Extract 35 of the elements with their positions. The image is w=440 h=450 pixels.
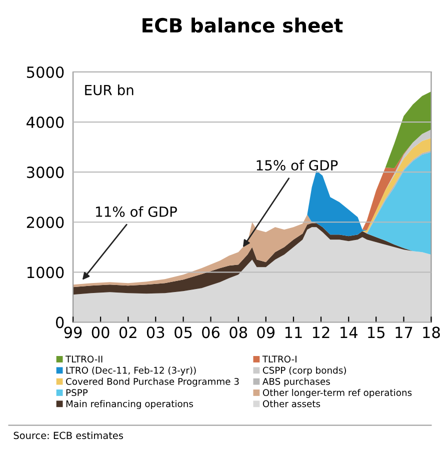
x-tick-label: 06 bbox=[202, 326, 220, 338]
y-tick-label: 3000 bbox=[26, 166, 64, 178]
legend-label: Other assets bbox=[262, 400, 320, 408]
x-tick-label: 14 bbox=[340, 326, 358, 338]
legend-label: Main refinancing operations bbox=[66, 400, 193, 409]
y-tick-label: 0 bbox=[56, 316, 64, 328]
x-tick-label: 08 bbox=[230, 326, 248, 338]
legend-label: Other longer-term ref operations bbox=[262, 388, 412, 398]
legend-label: PSPP bbox=[66, 389, 88, 396]
x-tick-label: 00 bbox=[92, 326, 110, 338]
annotation: 11% of GDP bbox=[96, 206, 177, 217]
legend-label: TLTRO-I bbox=[262, 356, 296, 363]
x-tick-label: 12 bbox=[312, 326, 330, 338]
y-axis-title: EUR bn bbox=[85, 84, 134, 96]
y-tick-label: 4000 bbox=[26, 116, 64, 128]
x-tick-label: 03 bbox=[146, 326, 164, 338]
legend-label: Covered Bond Purchase Programme 3 bbox=[66, 378, 239, 387]
x-tick-label: 18 bbox=[423, 326, 440, 338]
x-tick-label: 99 bbox=[64, 326, 82, 338]
chart-title: ECB balance sheet bbox=[142, 18, 343, 33]
x-tick-label: 05 bbox=[174, 326, 192, 338]
legend-label: ABS purchases bbox=[262, 378, 330, 387]
x-tick-label: 11 bbox=[285, 326, 302, 338]
legend-label: LTRO (Dec-11, Feb-12 (3-yr)) bbox=[66, 366, 196, 376]
y-tick-label: 5000 bbox=[27, 66, 64, 78]
source-note: Source: ECB estimates bbox=[14, 432, 124, 440]
x-tick-label: 15 bbox=[368, 326, 384, 338]
legend-label: TLTRO-II bbox=[65, 356, 102, 363]
y-tick-label: 2000 bbox=[26, 216, 64, 228]
y-tick-label: 1000 bbox=[28, 266, 64, 278]
x-tick-label: 09 bbox=[257, 326, 275, 338]
annotation: 15% of GDP bbox=[256, 160, 338, 171]
x-tick-label: 17 bbox=[396, 326, 412, 338]
x-tick-label: 02 bbox=[119, 326, 136, 338]
legend-label: CSPP (corp bonds) bbox=[262, 366, 346, 376]
